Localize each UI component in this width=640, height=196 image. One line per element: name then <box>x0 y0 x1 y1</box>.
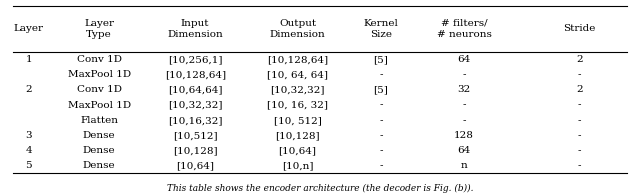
Text: Dense: Dense <box>83 131 115 140</box>
Text: [10,n]: [10,n] <box>282 161 314 170</box>
Text: Layer
Type: Layer Type <box>84 19 114 39</box>
Text: 64: 64 <box>458 55 470 64</box>
Text: [10,128,64]: [10,128,64] <box>267 55 328 64</box>
Text: [5]: [5] <box>373 85 388 94</box>
Text: -: - <box>462 116 466 125</box>
Text: 2: 2 <box>576 55 582 64</box>
Text: Dense: Dense <box>83 146 115 155</box>
Text: 2: 2 <box>576 85 582 94</box>
Text: -: - <box>577 161 581 170</box>
Text: Input
Dimension: Input Dimension <box>167 19 223 39</box>
Text: MaxPool 1D: MaxPool 1D <box>68 101 131 110</box>
Text: [10,32,32]: [10,32,32] <box>168 101 223 110</box>
Text: -: - <box>379 101 383 110</box>
Text: Flatten: Flatten <box>80 116 118 125</box>
Text: -: - <box>462 101 466 110</box>
Text: [10, 16, 32]: [10, 16, 32] <box>267 101 328 110</box>
Text: [10, 64, 64]: [10, 64, 64] <box>267 70 328 79</box>
Text: Kernel
Size: Kernel Size <box>364 19 398 39</box>
Text: -: - <box>577 131 581 140</box>
Text: Conv 1D: Conv 1D <box>77 55 122 64</box>
Text: 2: 2 <box>26 85 32 94</box>
Text: 3: 3 <box>26 131 32 140</box>
Text: Stride: Stride <box>563 24 595 33</box>
Text: 32: 32 <box>458 85 470 94</box>
Text: [10,64]: [10,64] <box>176 161 214 170</box>
Text: -: - <box>577 70 581 79</box>
Text: n: n <box>461 161 467 170</box>
Text: -: - <box>462 70 466 79</box>
Text: [10,512]: [10,512] <box>173 131 218 140</box>
Text: -: - <box>379 146 383 155</box>
Text: # filters/
# neurons: # filters/ # neurons <box>436 19 492 39</box>
Text: -: - <box>577 146 581 155</box>
Text: 64: 64 <box>458 146 470 155</box>
Text: MaxPool 1D: MaxPool 1D <box>68 70 131 79</box>
Text: [10,128]: [10,128] <box>173 146 218 155</box>
Text: -: - <box>379 116 383 125</box>
Text: -: - <box>379 70 383 79</box>
Text: -: - <box>379 131 383 140</box>
Text: [10,64]: [10,64] <box>278 146 317 155</box>
Text: [10,256,1]: [10,256,1] <box>168 55 223 64</box>
Text: [10,128]: [10,128] <box>275 131 320 140</box>
Text: Output
Dimension: Output Dimension <box>269 19 326 39</box>
Text: -: - <box>577 101 581 110</box>
Text: 128: 128 <box>454 131 474 140</box>
Text: [10,32,32]: [10,32,32] <box>270 85 325 94</box>
Text: [5]: [5] <box>373 55 388 64</box>
Text: 5: 5 <box>26 161 32 170</box>
Text: Dense: Dense <box>83 161 115 170</box>
Text: [10,128,64]: [10,128,64] <box>164 70 226 79</box>
Text: 4: 4 <box>26 146 32 155</box>
Text: Layer: Layer <box>14 24 44 33</box>
Text: 1: 1 <box>26 55 32 64</box>
Text: Conv 1D: Conv 1D <box>77 85 122 94</box>
Text: -: - <box>379 161 383 170</box>
Text: [10,64,64]: [10,64,64] <box>168 85 223 94</box>
Text: [10,16,32]: [10,16,32] <box>168 116 223 125</box>
Text: This table shows the encoder architecture (the decoder is Fig. (b)).: This table shows the encoder architectur… <box>167 184 473 193</box>
Text: [10, 512]: [10, 512] <box>274 116 321 125</box>
Text: -: - <box>577 116 581 125</box>
